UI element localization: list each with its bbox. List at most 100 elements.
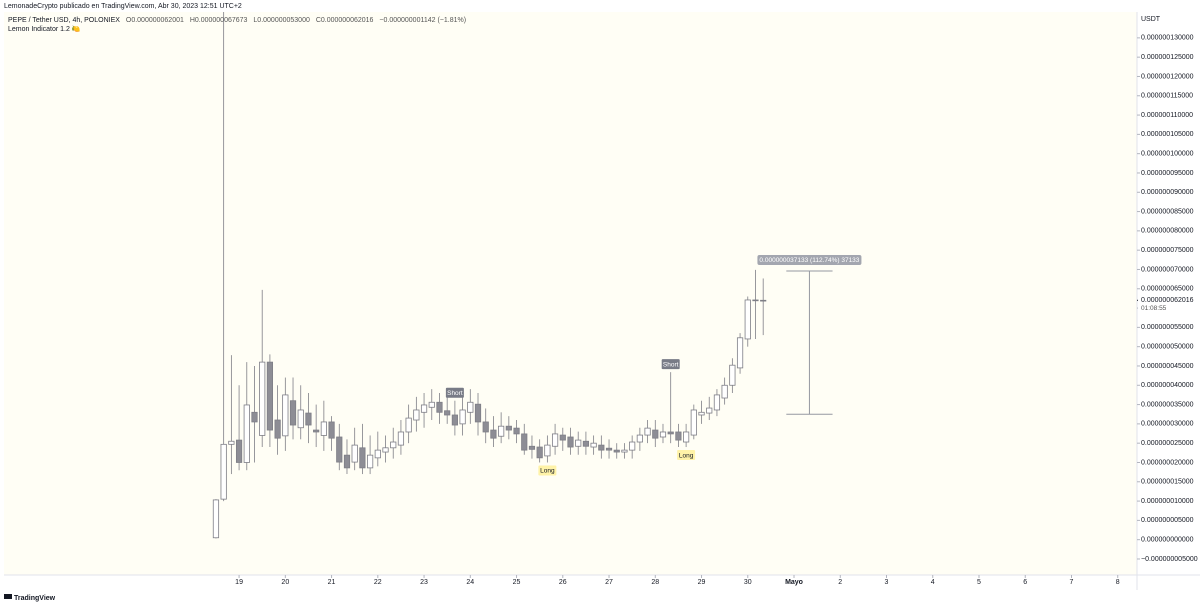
candle-body — [613, 449, 620, 453]
candle-body — [420, 404, 428, 413]
candle-body — [444, 410, 451, 416]
x-tick-label: 19 — [235, 579, 243, 586]
x-tick-label: 24 — [466, 579, 474, 586]
candle-body — [467, 401, 474, 413]
candle-body — [482, 421, 489, 433]
candle-body — [683, 431, 690, 443]
candle-body — [760, 299, 767, 302]
candle-body — [436, 401, 443, 413]
y-tick-label: 0.000000025000 — [1141, 440, 1194, 447]
x-tick-label: 27 — [605, 579, 613, 586]
y-tick-label: 0.000000065000 — [1141, 286, 1194, 293]
candle-body — [559, 434, 566, 441]
candle-body — [405, 417, 412, 433]
candle-body — [259, 361, 266, 436]
candle-body — [343, 454, 351, 469]
candle-body — [598, 444, 605, 451]
candle-body — [359, 447, 366, 469]
x-tick-label: 6 — [1023, 579, 1027, 586]
x-tick-label: 22 — [374, 579, 382, 586]
x-tick-label: 7 — [1070, 579, 1074, 586]
candle-body — [274, 419, 281, 439]
y-tick-label: 0.000000000000 — [1141, 537, 1194, 544]
candle-body — [305, 412, 312, 426]
last-price-label: 0.000000062016 — [1141, 297, 1194, 304]
x-tick-label: 2 — [838, 579, 842, 586]
candle-body — [367, 454, 374, 469]
signal-box — [677, 450, 696, 461]
candle-body — [289, 400, 297, 426]
y-tick-label: 0.000000050000 — [1141, 344, 1194, 351]
candle-body — [528, 445, 536, 450]
candle-body — [428, 401, 435, 408]
tradingview-logo: TradingView — [4, 594, 56, 602]
legend-close: C0.000000062016 — [316, 17, 374, 24]
candle-body — [644, 427, 651, 436]
candle-body — [266, 361, 274, 431]
candle-body — [328, 421, 335, 439]
candle-body — [459, 409, 466, 425]
candle-body — [505, 425, 512, 431]
y-tick-label: 0.000000040000 — [1141, 382, 1194, 389]
candle-body — [243, 404, 250, 463]
candle-body — [721, 384, 728, 399]
candle-body — [675, 431, 682, 441]
candle-body — [590, 442, 597, 448]
header: LemonadeCrypto publicado en TradingView.… — [4, 3, 242, 10]
candle-body — [690, 409, 697, 436]
candle-body — [474, 403, 482, 423]
candle-body — [621, 449, 628, 453]
candle-body — [582, 440, 590, 447]
y-tick-label: 0.000000090000 — [1141, 189, 1194, 196]
x-tick-label: 23 — [420, 579, 428, 586]
candle-body — [706, 407, 713, 414]
candle-body — [397, 431, 405, 446]
x-tick-label: 8 — [1116, 579, 1120, 586]
y-tick-label: 0.000000125000 — [1141, 54, 1194, 61]
candle-body — [351, 444, 358, 463]
signal-label: Long — [679, 452, 694, 459]
footer: TradingView — [14, 595, 56, 602]
candle-body — [498, 425, 505, 437]
legend-low: L0.000000053000 — [253, 17, 310, 24]
y-tick-label: 0.000000030000 — [1141, 421, 1194, 428]
candle-body — [575, 439, 582, 447]
legend-change: −0.000000001142 (−1.81%) — [379, 17, 466, 24]
candle-body — [313, 429, 320, 433]
indicator-name: Lemon Indicator 1.2 🍋 — [8, 25, 81, 33]
y-tick-label: 0.000000120000 — [1141, 73, 1194, 80]
countdown: 01:08:55 — [1141, 305, 1167, 312]
x-tick-label: 30 — [744, 579, 752, 586]
candle-body — [659, 431, 667, 438]
candle-body — [374, 449, 381, 459]
y-tick-label: 0.000000085000 — [1141, 208, 1194, 215]
y-tick-label: 0.000000110000 — [1141, 112, 1193, 119]
x-tick-label: 29 — [698, 579, 706, 586]
candle-body — [297, 409, 304, 429]
candle-body — [382, 447, 389, 453]
signal-label: Long — [540, 468, 555, 475]
x-tick-label: 5 — [977, 579, 981, 586]
last-price-box — [1138, 295, 1200, 313]
y-tick-label: 0.000000080000 — [1141, 228, 1194, 235]
candle-body — [521, 433, 528, 451]
candle-body — [536, 446, 543, 459]
candle-body — [652, 429, 659, 439]
legend-high: H0.000000067673 — [190, 17, 248, 24]
candle-body — [752, 299, 759, 302]
y-tick-label: 0.000000100000 — [1141, 151, 1194, 158]
candle-body — [282, 394, 289, 437]
signal-label: Short — [663, 361, 679, 368]
y-tick-label: 0.000000020000 — [1141, 459, 1194, 466]
candle-body — [320, 421, 327, 436]
candle-body — [567, 436, 574, 448]
candle-body — [235, 439, 243, 463]
y-tick-label: 0.000000115000 — [1141, 93, 1193, 100]
signal-box — [661, 359, 680, 370]
x-tick-label: 28 — [651, 579, 659, 586]
candle-body — [636, 434, 643, 443]
candle-body — [729, 364, 736, 386]
y-tick-label: 0.000000075000 — [1141, 247, 1194, 254]
measure-label: 0.000000037133 (112.74%) 37133 — [759, 257, 859, 264]
x-tick-label: 4 — [931, 579, 935, 586]
